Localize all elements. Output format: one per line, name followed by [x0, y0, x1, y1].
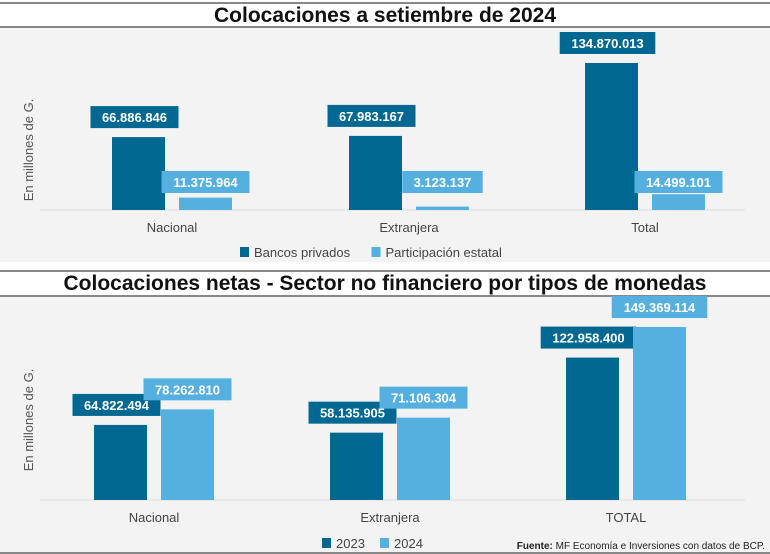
legend-swatch [380, 538, 389, 548]
category-label: TOTAL [606, 510, 647, 525]
data-label-box [143, 378, 232, 401]
category-label: Total [631, 220, 659, 235]
bar [633, 327, 686, 500]
y-axis-label: En millones de G. [21, 369, 36, 472]
data-label: 11.375.964 [173, 175, 238, 190]
legend-swatch [240, 247, 249, 257]
bar [112, 137, 165, 210]
data-label: 3.123.137 [414, 175, 472, 190]
bar [652, 194, 705, 210]
legend-label: Participación estatal [386, 245, 502, 260]
bar [397, 417, 450, 500]
data-label-box [90, 106, 179, 129]
data-label: 134.870.013 [571, 36, 643, 51]
category-label: Extranjera [360, 510, 420, 525]
bar [179, 197, 232, 210]
data-label-box [559, 32, 656, 54]
data-label: 149.369.114 [624, 300, 696, 315]
data-label: 66.886.846 [102, 110, 167, 125]
bar [161, 409, 214, 500]
legend-label: 2024 [394, 536, 423, 551]
data-label: 71.106.304 [391, 391, 457, 406]
data-label-box [327, 104, 416, 127]
data-label-box [379, 386, 468, 409]
data-label: 122.958.400 [552, 331, 624, 346]
data-label-box [161, 171, 250, 193]
data-label: 58.135.905 [320, 406, 385, 421]
data-label: 64.822.494 [84, 398, 150, 413]
legend-swatch [371, 247, 381, 257]
data-label: 67.983.167 [339, 109, 404, 124]
data-label-box [611, 296, 708, 318]
category-label: Nacional [147, 220, 198, 235]
data-label-box [634, 171, 723, 193]
category-label: Nacional [129, 510, 180, 525]
bar [416, 206, 469, 210]
data-label: 14.499.101 [646, 175, 711, 190]
data-label-box [402, 171, 483, 193]
bar [94, 424, 147, 500]
data-label-box [540, 326, 637, 349]
chart-title: Colocaciones netas - Sector no financier… [64, 272, 707, 295]
legend-label: 2023 [336, 536, 365, 551]
chart-title: Colocaciones a setiembre de 2024 [214, 4, 556, 27]
data-label-box [308, 401, 397, 424]
source-label: Fuente: [517, 541, 556, 552]
bar [349, 135, 402, 210]
bar [330, 432, 383, 500]
legend-swatch [322, 538, 331, 548]
category-label: Extranjera [379, 220, 439, 235]
y-axis-label: En millones de G. [21, 99, 36, 202]
source-text: MF Economía e Inversiones con datos de B… [556, 541, 765, 552]
bar [585, 63, 638, 210]
bar [566, 357, 619, 500]
data-label-box [72, 393, 161, 416]
data-label: 78.262.810 [155, 382, 220, 397]
source-note: Fuente: MF Economía e Inversiones con da… [517, 541, 765, 552]
legend-label: Bancos privados [254, 245, 351, 260]
